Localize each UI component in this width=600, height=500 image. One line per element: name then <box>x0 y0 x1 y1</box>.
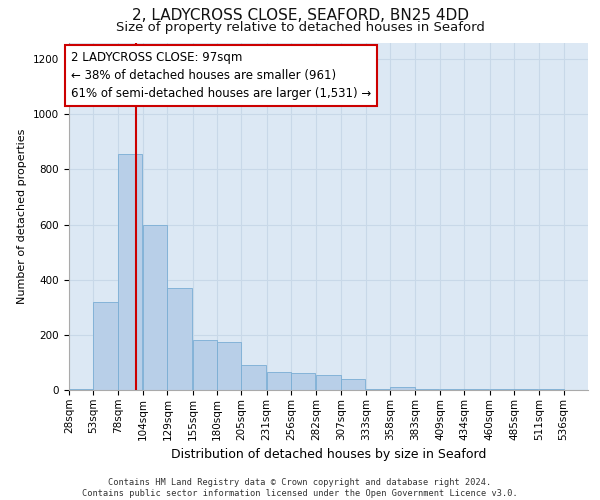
Bar <box>464 388 488 390</box>
Bar <box>391 387 415 390</box>
Y-axis label: Number of detached properties: Number of detached properties <box>17 128 28 304</box>
Bar <box>291 374 316 390</box>
Bar <box>69 388 94 390</box>
Bar <box>316 375 341 390</box>
Bar <box>514 388 538 390</box>
Bar <box>539 388 563 390</box>
Bar <box>415 388 439 390</box>
Bar <box>167 288 191 390</box>
Text: 2, LADYCROSS CLOSE, SEAFORD, BN25 4DD: 2, LADYCROSS CLOSE, SEAFORD, BN25 4DD <box>131 8 469 22</box>
Text: 2 LADYCROSS CLOSE: 97sqm
← 38% of detached houses are smaller (961)
61% of semi-: 2 LADYCROSS CLOSE: 97sqm ← 38% of detach… <box>71 51 371 100</box>
Bar <box>341 379 365 390</box>
Bar <box>366 388 391 390</box>
Bar <box>118 154 142 390</box>
X-axis label: Distribution of detached houses by size in Seaford: Distribution of detached houses by size … <box>171 448 486 461</box>
Bar <box>143 224 167 390</box>
Bar <box>490 388 514 390</box>
Text: Size of property relative to detached houses in Seaford: Size of property relative to detached ho… <box>116 22 484 35</box>
Bar <box>241 365 266 390</box>
Bar <box>193 340 217 390</box>
Text: Contains HM Land Registry data © Crown copyright and database right 2024.
Contai: Contains HM Land Registry data © Crown c… <box>82 478 518 498</box>
Bar <box>266 372 291 390</box>
Bar <box>217 342 241 390</box>
Bar <box>440 388 464 390</box>
Bar <box>94 302 118 390</box>
